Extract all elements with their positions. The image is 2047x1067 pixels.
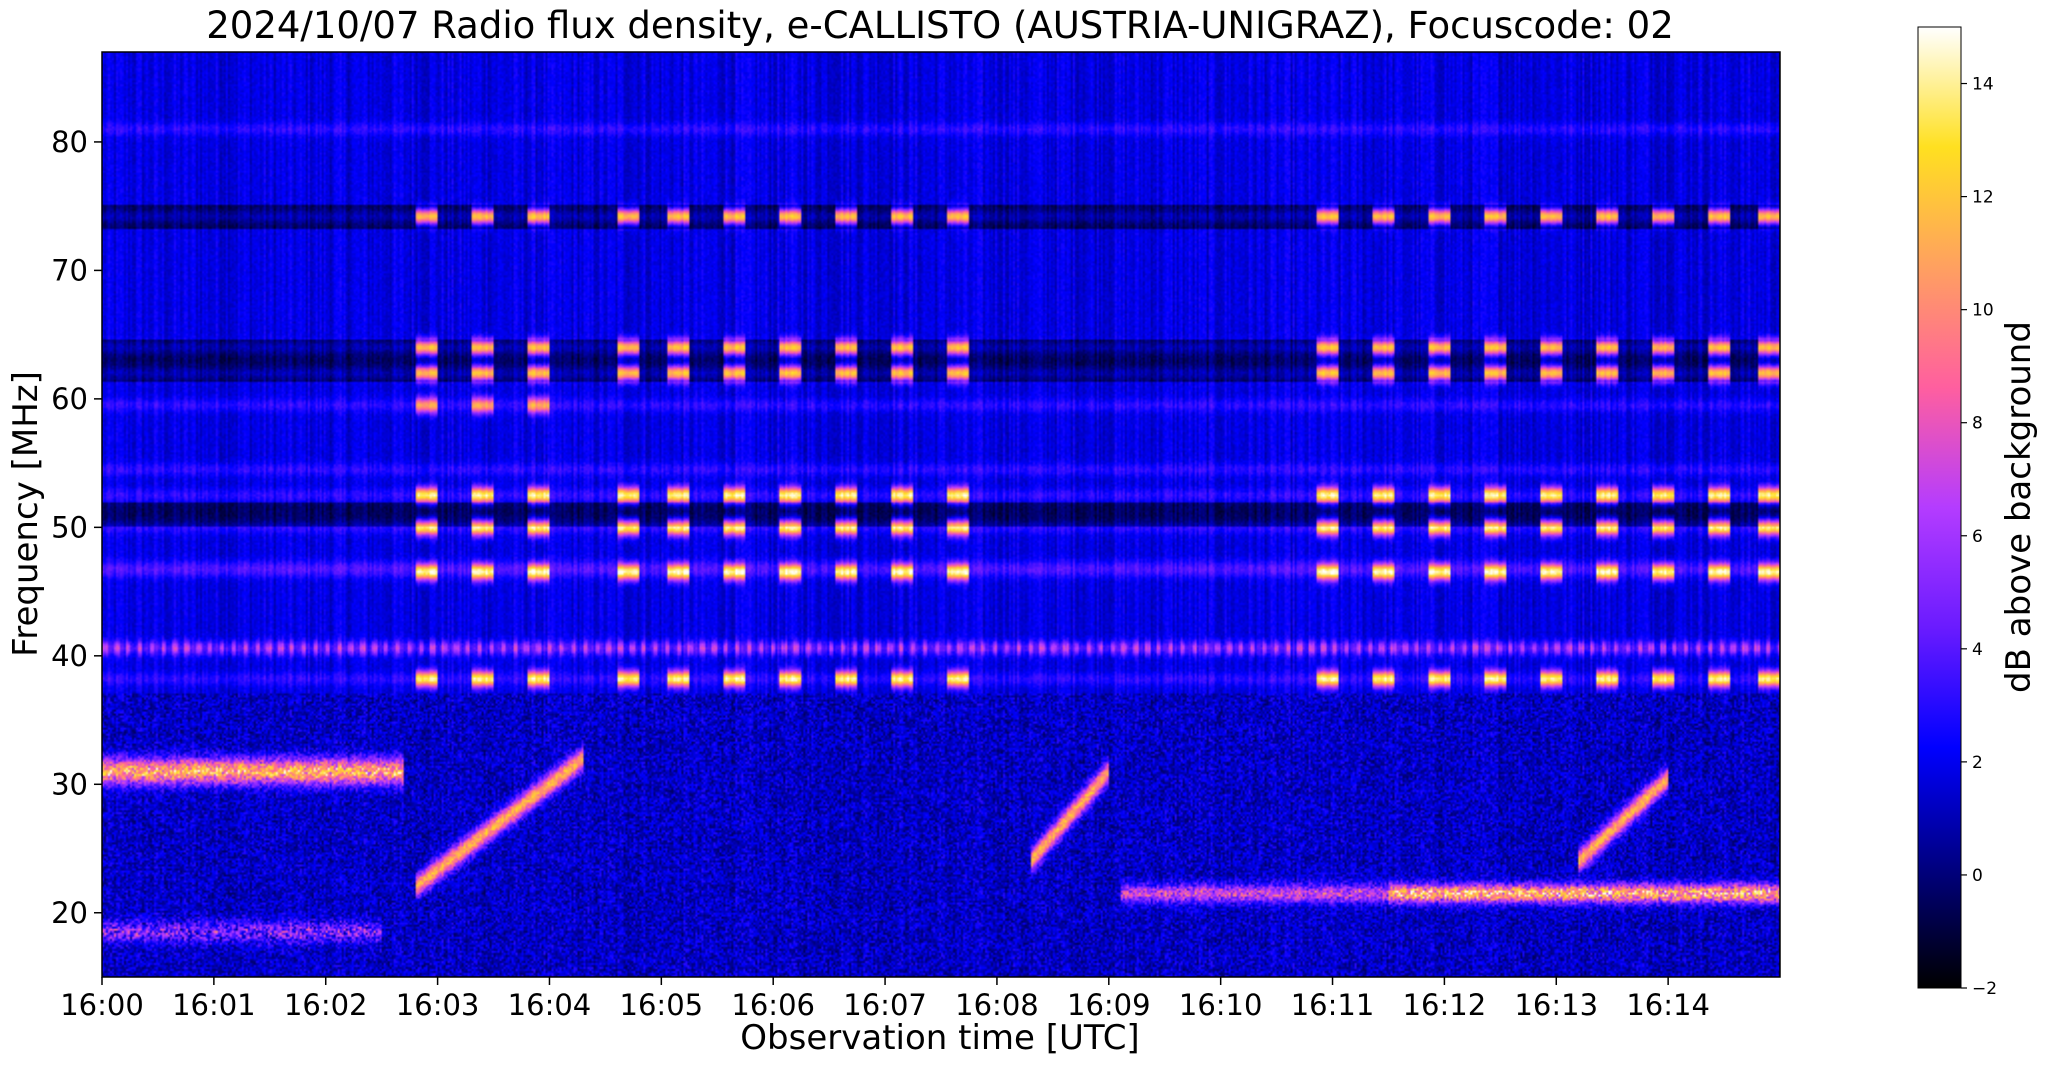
- x-tick-label: 16:02: [284, 988, 368, 1022]
- colorbar-gradient: [1917, 26, 1962, 989]
- colorbar-tick-label: 10: [1972, 301, 1994, 321]
- y-tick-label: 20: [51, 896, 88, 930]
- y-tick-label: 60: [51, 382, 88, 416]
- chart-title: 2024/10/07 Radio flux density, e-CALLIST…: [206, 4, 1673, 47]
- colorbar-tick-label: 12: [1972, 188, 1994, 208]
- y-tick-label: 80: [51, 125, 88, 159]
- x-axis-ticks: 16:00 16:01 16:02 16:03 16:04 16:05 16:06 16:07…: [60, 977, 1710, 1022]
- x-tick-label: 16:11: [1291, 988, 1375, 1022]
- colorbar-ticks: −2 0 2 4 6 8 10 12 14: [1961, 75, 1997, 999]
- x-tick-label: 16:06: [731, 988, 815, 1022]
- x-tick-label: 16:01: [172, 988, 256, 1022]
- x-tick-label: 16:10: [1179, 988, 1263, 1022]
- x-tick-label: 16:00: [60, 988, 144, 1022]
- colorbar-tick-label: 6: [1972, 527, 1983, 547]
- y-axis-label: Frequency [MHz]: [6, 371, 46, 657]
- colorbar-tick-label: 14: [1972, 75, 1994, 95]
- colorbar-tick-label: 4: [1972, 640, 1983, 660]
- colorbar-tick-label: −2: [1972, 979, 1997, 999]
- x-tick-label: 16:13: [1514, 988, 1598, 1022]
- y-tick-label: 70: [51, 253, 88, 287]
- spectrogram-plot-area: [101, 51, 1781, 978]
- x-tick-label: 16:03: [396, 988, 480, 1022]
- x-tick-label: 16:08: [955, 988, 1039, 1022]
- x-tick-label: 16:12: [1403, 988, 1487, 1022]
- y-tick-label: 40: [51, 639, 88, 673]
- x-tick-label: 16:05: [620, 988, 704, 1022]
- plot-frame: [101, 51, 1781, 978]
- x-tick-label: 16:04: [508, 988, 592, 1022]
- y-tick-label: 30: [51, 767, 88, 801]
- colorbar-tick-label: 8: [1972, 414, 1983, 434]
- x-tick-label: 16:14: [1626, 988, 1710, 1022]
- x-axis-label: Observation time [UTC]: [740, 1018, 1139, 1058]
- spectrogram-heatmap: [102, 52, 1780, 977]
- colorbar-tick-label: 0: [1972, 866, 1983, 886]
- colorbar: −2 0 2 4 6 8 10 12 14 dB above background: [1917, 26, 2039, 999]
- x-tick-label: 16:07: [843, 988, 927, 1022]
- colorbar-tick-label: 2: [1972, 753, 1983, 773]
- spectrogram-image: [102, 52, 1780, 977]
- y-tick-label: 50: [51, 510, 88, 544]
- y-axis-ticks: 20 30 40 50 60 70 80: [51, 125, 102, 930]
- colorbar-label: dB above background: [1999, 321, 2039, 693]
- x-tick-label: 16:09: [1067, 988, 1151, 1022]
